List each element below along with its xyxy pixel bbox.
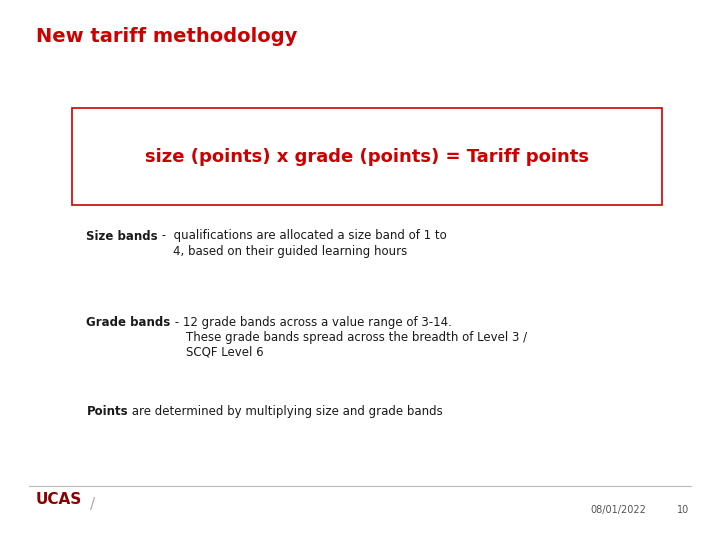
- Text: are determined by multiplying size and grade bands: are determined by multiplying size and g…: [128, 405, 443, 418]
- Text: New tariff methodology: New tariff methodology: [36, 27, 297, 46]
- Text: -  qualifications are allocated a size band of 1 to
    4, based on their guided: - qualifications are allocated a size ba…: [158, 230, 447, 258]
- Text: /: /: [90, 497, 95, 512]
- Text: - 12 grade bands across a value range of 3-14.
    These grade bands spread acro: - 12 grade bands across a value range of…: [171, 316, 527, 359]
- Text: Size bands: Size bands: [86, 230, 158, 242]
- Text: Grade bands: Grade bands: [86, 316, 171, 329]
- Bar: [72, 108, 662, 205]
- Text: 08/01/2022: 08/01/2022: [590, 505, 647, 515]
- Text: 10: 10: [677, 505, 689, 515]
- Text: UCAS: UCAS: [36, 492, 82, 507]
- Text: Points: Points: [86, 405, 128, 418]
- Text: size (points) x grade (points) = Tariff points: size (points) x grade (points) = Tariff …: [145, 147, 589, 166]
